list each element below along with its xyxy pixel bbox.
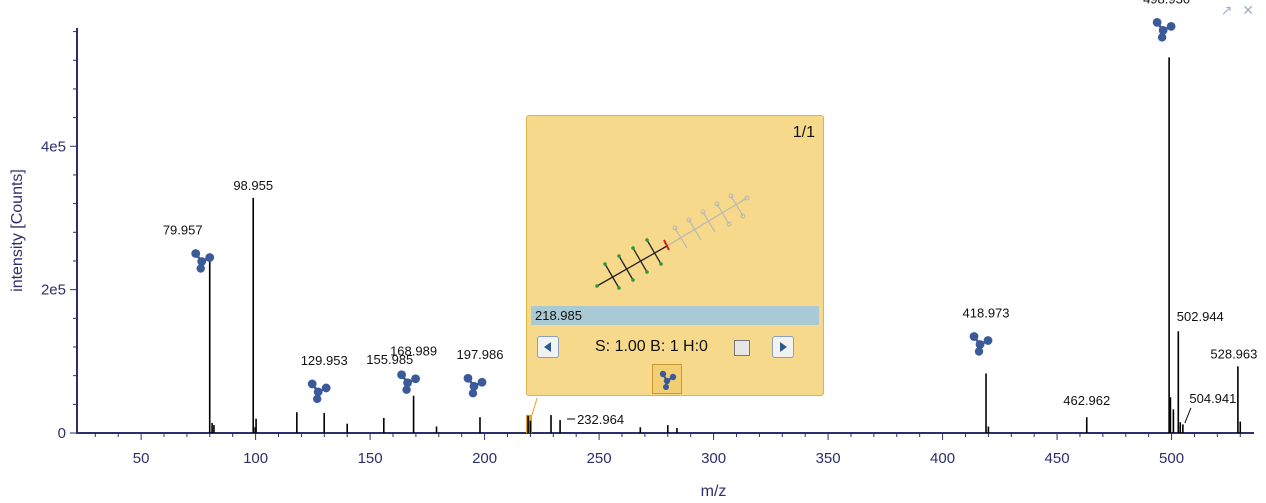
x-tick-label: 450 bbox=[1045, 450, 1070, 467]
close-icon[interactable]: ✕ bbox=[1242, 2, 1254, 18]
icon-node bbox=[313, 387, 323, 397]
icon-node bbox=[312, 394, 322, 404]
peak-annotation-popup: 1/1 218.985 S: bbox=[526, 115, 824, 396]
glycan-structure-icon bbox=[969, 332, 993, 356]
icon-node bbox=[197, 257, 207, 266]
peak-label: 155.985 bbox=[366, 352, 413, 367]
structure-button[interactable] bbox=[652, 364, 682, 394]
glycan-structure-icon bbox=[1152, 17, 1176, 42]
pin-icon[interactable]: ↗ bbox=[1220, 2, 1233, 18]
peak-label: 528.963 bbox=[1210, 346, 1257, 361]
glycan-structure-diagram bbox=[595, 193, 750, 290]
glycan-structure-icon bbox=[659, 370, 677, 390]
x-axis-title: m/z bbox=[701, 483, 727, 500]
glycan-structure-icon bbox=[191, 249, 215, 273]
icon-node bbox=[411, 374, 420, 384]
glycan-structure-icon bbox=[307, 379, 331, 404]
icon-node bbox=[205, 253, 215, 262]
popup-counter: 1/1 bbox=[792, 124, 815, 141]
icon-node bbox=[1152, 17, 1162, 27]
y-tick-label: 2e5 bbox=[41, 282, 66, 299]
icon-node bbox=[397, 370, 406, 380]
x-tick-label: 400 bbox=[930, 450, 955, 467]
y-tick-label: 0 bbox=[58, 425, 66, 442]
peak-label: 504.941 bbox=[1189, 391, 1236, 406]
peak-label: 462.962 bbox=[1063, 393, 1110, 408]
peak-label: 98.955 bbox=[233, 178, 273, 193]
peak-label: 197.986 bbox=[456, 347, 503, 362]
peak-label: 129.953 bbox=[301, 353, 348, 368]
icon-node bbox=[975, 340, 985, 349]
peak-label: 232.964 bbox=[577, 412, 624, 427]
icon-node bbox=[974, 347, 984, 356]
icon-node bbox=[402, 385, 411, 394]
icon-node bbox=[477, 377, 487, 387]
icon-node bbox=[468, 389, 478, 398]
peak-label: 79.957 bbox=[163, 223, 203, 238]
peak-label: 168.989 bbox=[390, 344, 437, 359]
icon-node bbox=[469, 381, 479, 391]
icon-node bbox=[191, 249, 201, 258]
glycan-structure-icon bbox=[463, 373, 487, 398]
label-leader bbox=[1184, 407, 1192, 424]
highlighted-peak-marker bbox=[526, 414, 533, 433]
triangle-left-icon bbox=[544, 342, 551, 352]
icon-node bbox=[1166, 21, 1176, 31]
previous-button[interactable] bbox=[537, 336, 559, 358]
x-tick-label: 100 bbox=[243, 450, 268, 467]
popup-checkbox[interactable] bbox=[734, 340, 750, 356]
next-button[interactable] bbox=[772, 336, 794, 358]
y-axis-title: intensity [Counts] bbox=[9, 169, 26, 292]
popup-connector bbox=[531, 397, 538, 415]
x-tick-label: 300 bbox=[701, 450, 726, 467]
popup-status: S: 1.00 B: 1 H:0 bbox=[595, 338, 708, 355]
triangle-right-icon bbox=[780, 342, 787, 352]
icon-node bbox=[403, 378, 412, 388]
glycan-structure-icon bbox=[397, 370, 420, 394]
icon-node bbox=[196, 264, 205, 273]
icon-node bbox=[463, 373, 473, 383]
popup-mz-value: 218.985 bbox=[531, 306, 819, 325]
icon-node bbox=[1157, 33, 1167, 42]
x-tick-label: 250 bbox=[587, 450, 612, 467]
x-tick-label: 200 bbox=[472, 450, 497, 467]
window-controls: ↗ ✕ bbox=[1215, 2, 1254, 19]
x-tick-label: 50 bbox=[133, 450, 150, 467]
peak-label: 502.944 bbox=[1177, 309, 1224, 324]
x-tick-label: 150 bbox=[358, 450, 383, 467]
peak-label: 418.973 bbox=[963, 306, 1010, 321]
icon-node bbox=[969, 332, 979, 341]
icon-node bbox=[321, 383, 331, 393]
y-tick-label: 4e5 bbox=[41, 138, 66, 155]
icon-node bbox=[307, 379, 317, 389]
icon-node bbox=[1158, 25, 1168, 35]
x-tick-label: 500 bbox=[1159, 450, 1184, 467]
icon-node bbox=[983, 336, 993, 345]
x-tick-label: 350 bbox=[816, 450, 841, 467]
peak-label: 498.930* bbox=[1143, 0, 1195, 6]
